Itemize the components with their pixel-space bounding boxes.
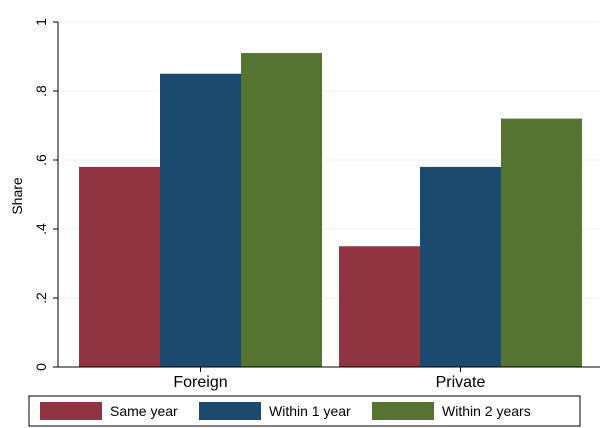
y-tick-label: 1	[33, 18, 49, 26]
legend-swatch	[199, 402, 261, 420]
bars	[79, 53, 582, 368]
x-tick-label: Foreign	[173, 374, 227, 391]
legend-label: Within 1 year	[269, 403, 351, 419]
legend: Same year Within 1 year Within 2 years	[28, 395, 581, 427]
axes: 0 .2 .4 .6 .8 1	[33, 18, 600, 372]
x-axis-labels: Foreign Private	[173, 374, 485, 391]
bar-private-same-year	[339, 246, 420, 367]
y-tick-label: .8	[33, 85, 49, 97]
y-tick-label: .2	[33, 292, 49, 304]
y-tick-label: .6	[33, 154, 49, 166]
y-axis-title: Share	[9, 177, 25, 215]
y-tick-label: 0	[33, 363, 49, 371]
bar-private-within-1-year	[420, 166, 501, 367]
bar-private-within-2-years	[501, 118, 582, 367]
y-tick-label: .4	[33, 223, 49, 235]
legend-label: Same year	[110, 403, 178, 419]
x-tick-label: Private	[436, 374, 486, 391]
legend-label: Within 2 years	[442, 403, 531, 419]
bar-foreign-within-2-years	[241, 53, 322, 368]
legend-swatch	[40, 402, 102, 420]
bar-foreign-same-year	[79, 166, 160, 367]
legend-swatch	[372, 402, 434, 420]
legend-box	[28, 395, 581, 427]
bar-foreign-within-1-year	[160, 73, 241, 367]
